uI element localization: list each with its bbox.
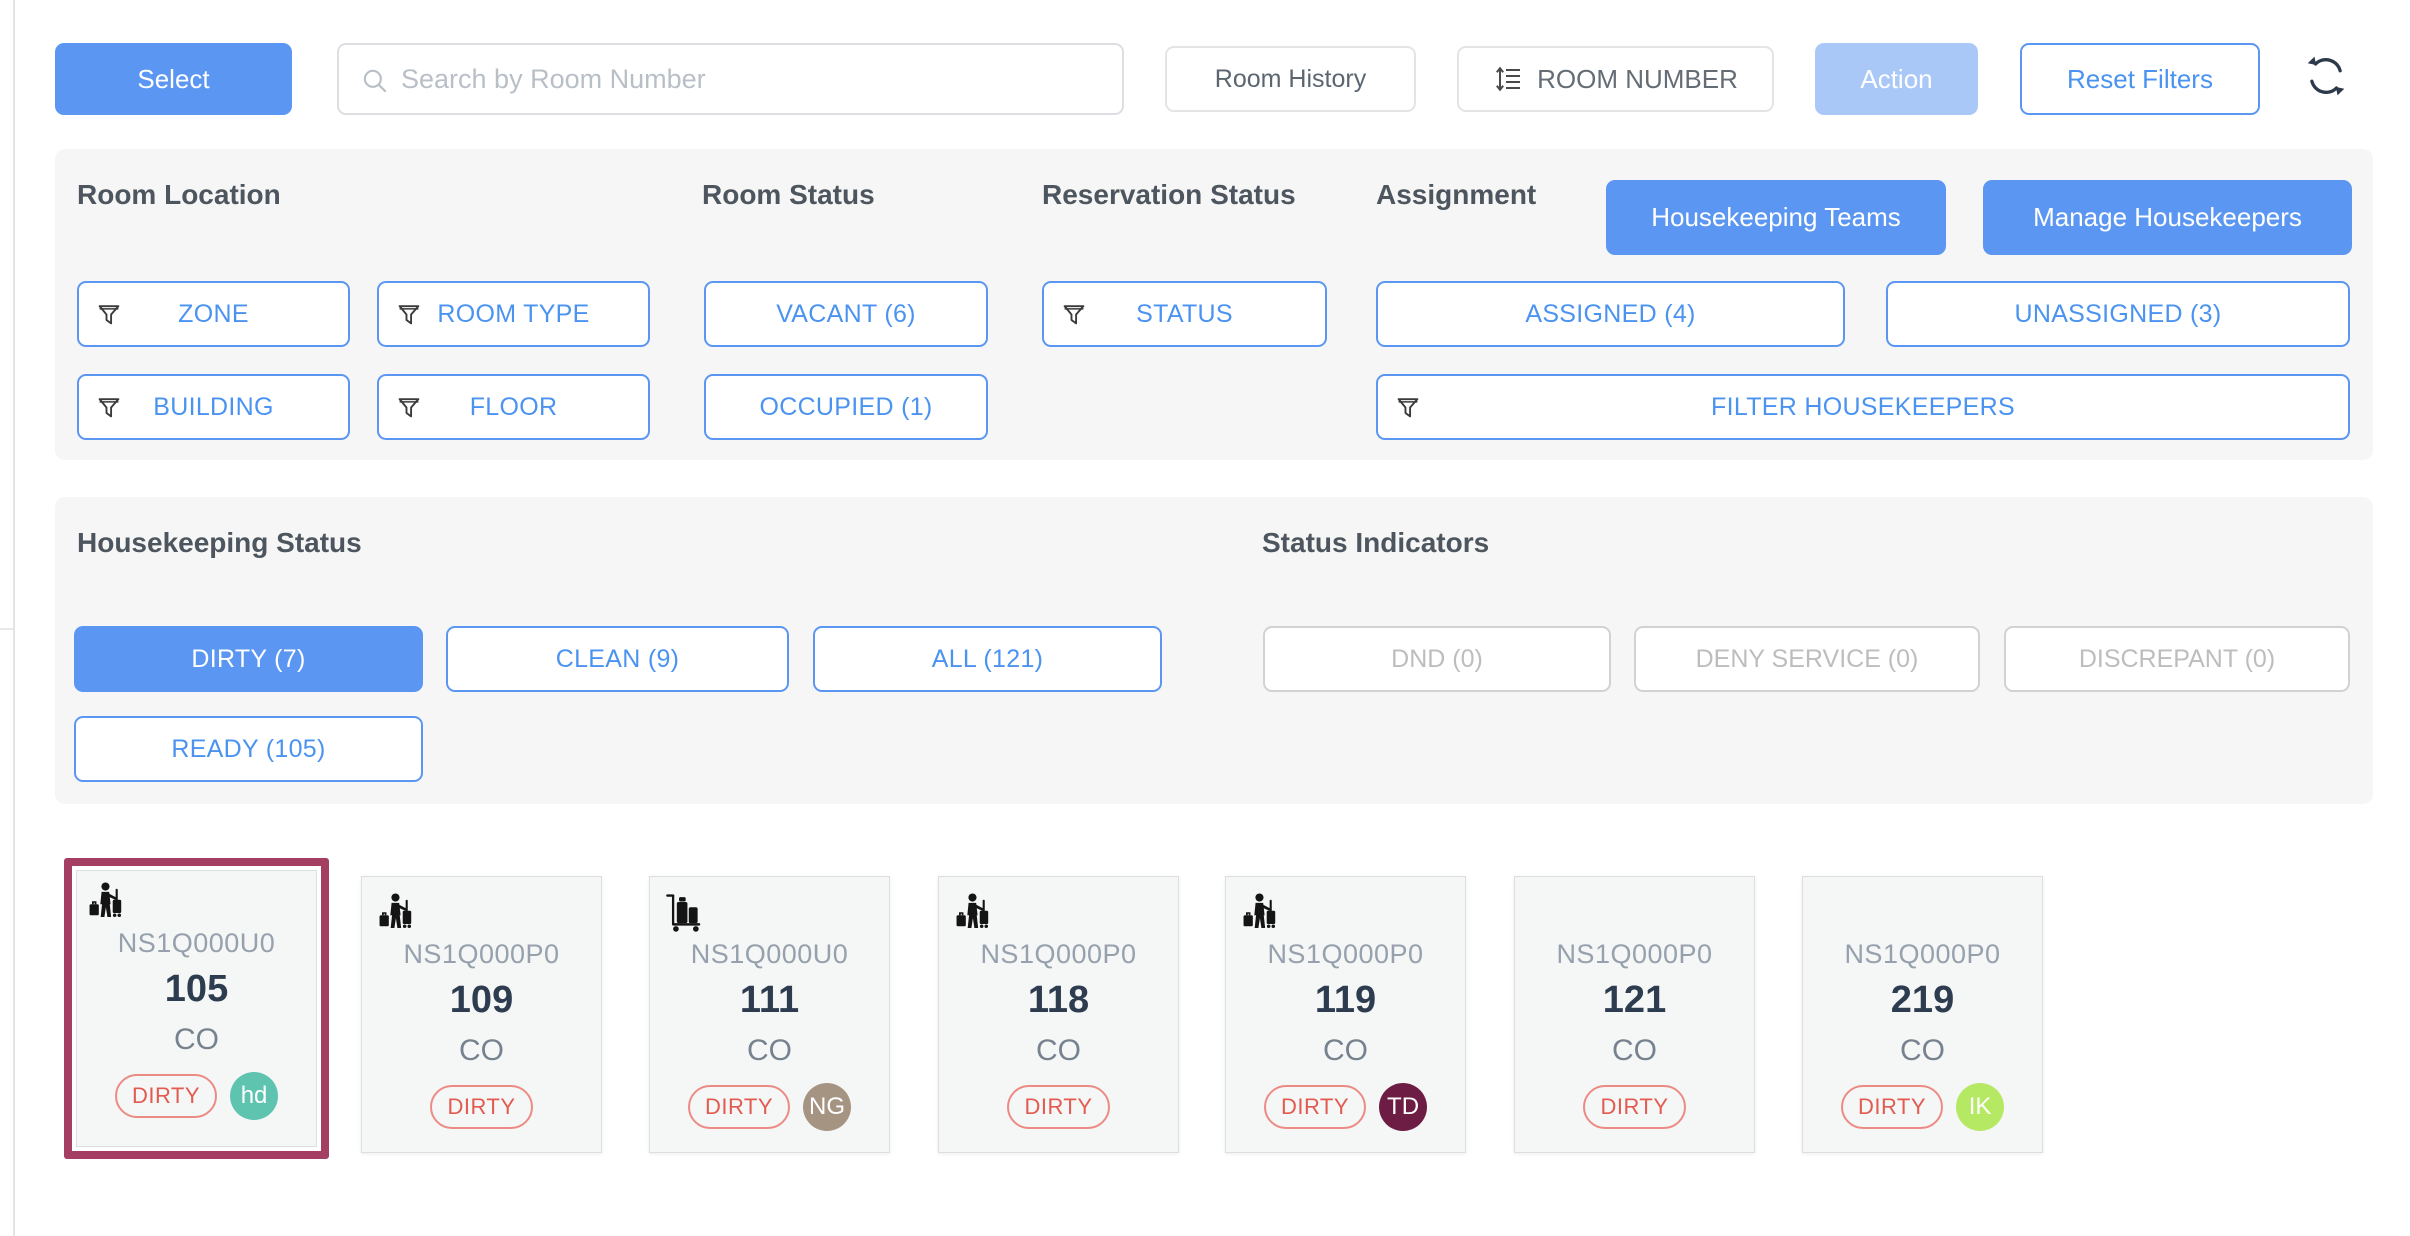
room-card[interactable]: NS1Q000P0 109 CO DIRTY <box>361 876 602 1153</box>
room-type-label: NS1Q000U0 <box>690 939 849 969</box>
filter-funnel-icon <box>98 305 120 325</box>
filter-funnel-icon <box>1397 398 1419 418</box>
dirty-status-badge: DIRTY <box>114 1074 218 1118</box>
luggage-cart-icon <box>666 894 701 932</box>
assignment-title: Assignment <box>1376 179 1537 210</box>
sidebar-edge-divider <box>13 0 15 1236</box>
room-history-button[interactable]: Room History <box>1165 46 1416 112</box>
reservation-code: CO <box>747 1034 792 1067</box>
room-card[interactable]: NS1Q000P0 119 CO DIRTY TD <box>1225 876 1466 1153</box>
room-type-filter-button[interactable]: ROOM TYPE <box>377 281 650 347</box>
dnd-filter-button[interactable]: DND (0) <box>1263 626 1611 692</box>
filter-housekeepers-button[interactable]: FILTER HOUSEKEEPERS <box>1376 374 2350 440</box>
housekeeper-badge: hd <box>230 1072 279 1120</box>
room-type-label: NS1Q000P0 <box>1844 939 2001 969</box>
dirty-status-badge: DIRTY <box>687 1085 791 1129</box>
room-type-label: NS1Q000U0 <box>117 928 276 958</box>
occupied-filter-button[interactable]: OCCUPIED (1) <box>704 374 988 440</box>
room-card[interactable]: NS1Q000P0 121 CO DIRTY <box>1514 876 1755 1153</box>
sort-button[interactable]: ROOM NUMBER <box>1457 46 1774 112</box>
dirty-filter-button[interactable]: DIRTY (7) <box>74 626 423 692</box>
ready-filter-button[interactable]: READY (105) <box>74 716 423 782</box>
housekeeper-badge: NG <box>803 1083 852 1131</box>
reservation-code: CO <box>1323 1034 1368 1067</box>
filter-funnel-icon <box>398 305 420 325</box>
status-indicators-title: Status Indicators <box>1262 527 1490 558</box>
refresh-icon[interactable] <box>2303 53 2349 99</box>
reservation-status-title: Reservation Status <box>1042 179 1296 210</box>
vacant-filter-button[interactable]: VACANT (6) <box>704 281 988 347</box>
departure-guest-icon <box>379 893 412 929</box>
dirty-status-badge: DIRTY <box>1840 1085 1944 1129</box>
status-filter-button[interactable]: STATUS <box>1042 281 1327 347</box>
reservation-code: CO <box>1900 1034 1945 1067</box>
housekeeper-badge: TD <box>1379 1083 1428 1131</box>
search-icon <box>363 69 387 93</box>
floor-filter-label: FLOOR <box>469 392 558 421</box>
sort-by-label: ROOM NUMBER <box>1537 63 1738 94</box>
assigned-filter-button[interactable]: ASSIGNED (4) <box>1376 281 1845 347</box>
discrepant-filter-button[interactable]: DISCREPANT (0) <box>2004 626 2350 692</box>
room-type-label: NS1Q000P0 <box>980 939 1137 969</box>
room-status-title: Room Status <box>702 179 875 210</box>
filter-funnel-icon <box>1063 305 1085 325</box>
room-type-label: NS1Q000P0 <box>1556 939 1713 969</box>
room-card[interactable]: NS1Q000U0 111 CO DIRTY NG <box>649 876 890 1153</box>
housekeeper-badge: IK <box>1956 1083 2005 1131</box>
zone-filter-button[interactable]: ZONE <box>77 281 350 347</box>
deny-service-filter-button[interactable]: DENY SERVICE (0) <box>1634 626 1980 692</box>
room-number: 105 <box>164 968 229 1010</box>
sidebar-section-divider <box>0 628 13 630</box>
room-number: 121 <box>1602 979 1667 1021</box>
manage-housekeepers-button[interactable]: Manage Housekeepers <box>1983 180 2352 255</box>
all-filter-button[interactable]: ALL (121) <box>813 626 1162 692</box>
dirty-status-badge: DIRTY <box>1583 1085 1686 1129</box>
room-card[interactable]: NS1Q000U0 105 CO DIRTY hd <box>76 870 317 1147</box>
room-type-label: NS1Q000P0 <box>1267 939 1424 969</box>
filter-funnel-icon <box>98 398 120 418</box>
departure-guest-icon <box>956 893 989 929</box>
search-input-wrapper <box>337 43 1124 115</box>
housekeeping-status-panel: Housekeeping Status Status Indicators DI… <box>55 497 2373 804</box>
reservation-code: CO <box>459 1034 504 1067</box>
housekeeping-status-title: Housekeeping Status <box>77 527 362 558</box>
departure-guest-icon <box>1243 893 1276 929</box>
filter-panel: Room Location Room Status Reservation St… <box>55 149 2373 460</box>
building-filter-button[interactable]: BUILDING <box>77 374 350 440</box>
room-number: 119 <box>1314 979 1377 1021</box>
room-card[interactable]: NS1Q000P0 118 CO DIRTY <box>938 876 1179 1153</box>
filter-funnel-icon <box>398 398 420 418</box>
unassigned-filter-button[interactable]: UNASSIGNED (3) <box>1886 281 2350 347</box>
reset-filters-button[interactable]: Reset Filters <box>2020 43 2260 115</box>
dirty-status-badge: DIRTY <box>1007 1085 1110 1129</box>
status-filter-label: STATUS <box>1136 299 1233 328</box>
departure-guest-icon <box>89 882 122 918</box>
floor-filter-button[interactable]: FLOOR <box>377 374 650 440</box>
housekeeping-teams-button[interactable]: Housekeeping Teams <box>1606 180 1946 255</box>
filter-housekeepers-label: FILTER HOUSEKEEPERS <box>1711 392 2015 421</box>
room-type-filter-label: ROOM TYPE <box>437 299 590 328</box>
reservation-code: CO <box>1612 1034 1657 1067</box>
room-location-title: Room Location <box>77 179 281 210</box>
search-input[interactable] <box>401 45 1101 113</box>
selected-room-frame: NS1Q000U0 105 CO DIRTY hd <box>64 858 329 1159</box>
dirty-status-badge: DIRTY <box>430 1085 533 1129</box>
room-type-label: NS1Q000P0 <box>403 939 560 969</box>
reservation-code: CO <box>1036 1034 1081 1067</box>
dirty-status-badge: DIRTY <box>1263 1085 1367 1129</box>
room-number: 111 <box>739 979 800 1021</box>
building-filter-label: BUILDING <box>153 392 274 421</box>
zone-filter-label: ZONE <box>178 299 249 328</box>
room-card[interactable]: NS1Q000P0 219 CO DIRTY IK <box>1802 876 2043 1153</box>
sort-icon <box>1496 66 1521 92</box>
room-number: 118 <box>1027 979 1090 1021</box>
action-button[interactable]: Action <box>1815 43 1978 115</box>
room-number: 109 <box>449 979 514 1021</box>
clean-filter-button[interactable]: CLEAN (9) <box>446 626 789 692</box>
select-button[interactable]: Select <box>55 43 292 115</box>
room-number: 219 <box>1890 979 1955 1021</box>
reservation-code: CO <box>174 1023 219 1056</box>
